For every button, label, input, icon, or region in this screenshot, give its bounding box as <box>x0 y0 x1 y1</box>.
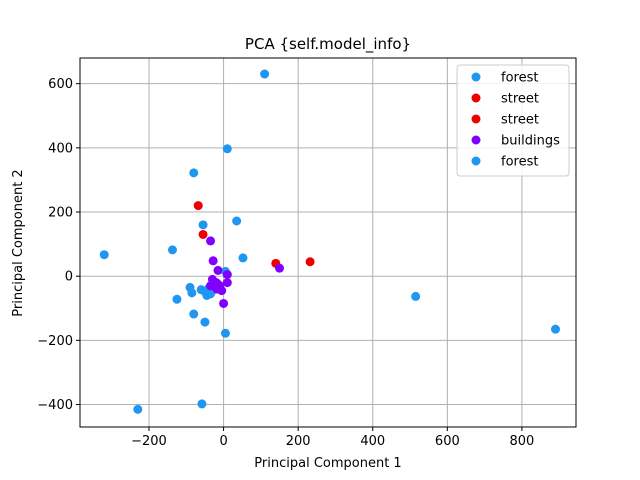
data-point-forest <box>200 317 210 327</box>
data-point-buildings <box>275 263 285 273</box>
data-point-buildings <box>208 256 218 266</box>
legend: forest street street buildings forest <box>456 64 570 177</box>
y-tick-label: 400 <box>48 141 73 156</box>
y-tick-label: 200 <box>48 206 73 221</box>
data-point-buildings <box>219 298 229 308</box>
axis-ticks: −200 0 200 400 600 800 −400 −200 0 200 400 600 <box>37 77 534 449</box>
legend-label: street <box>501 92 539 107</box>
legend-marker <box>471 135 481 145</box>
y-axis-label: Principal Component 2 <box>11 169 26 316</box>
data-point-forest <box>172 294 182 304</box>
data-point-forest <box>189 168 199 178</box>
legend-label: street <box>501 113 539 128</box>
data-point-forest <box>187 288 197 298</box>
data-point-forest <box>238 253 248 263</box>
x-tick-label: −200 <box>131 434 167 449</box>
x-tick-label: 400 <box>360 434 385 449</box>
x-tick-label: 600 <box>435 434 460 449</box>
legend-marker <box>471 156 481 166</box>
y-tick-label: 0 <box>65 270 73 285</box>
data-point-forest <box>222 144 232 154</box>
data-point-forest <box>167 245 177 255</box>
x-axis-label: Principal Component 1 <box>254 456 401 471</box>
data-point-street <box>198 229 208 239</box>
data-point-buildings <box>217 286 227 296</box>
legend-marker <box>471 93 481 103</box>
legend-marker <box>471 114 481 124</box>
data-point-buildings <box>206 281 216 291</box>
data-point-forest <box>133 404 143 414</box>
data-point-forest <box>197 399 207 409</box>
data-point-forest <box>198 220 208 230</box>
data-point-buildings <box>206 236 216 246</box>
data-point-street <box>193 201 203 211</box>
data-point-forest <box>220 328 230 338</box>
data-point-forest <box>411 291 421 301</box>
y-tick-label: −400 <box>37 398 73 413</box>
data-point-forest <box>232 216 242 226</box>
y-tick-label: −200 <box>37 334 73 349</box>
plot-frame <box>79 57 577 428</box>
data-point-forest <box>99 250 109 260</box>
data-points <box>99 69 560 414</box>
legend-box <box>456 64 570 177</box>
data-point-forest <box>189 309 199 319</box>
legend-label: forest <box>501 71 538 86</box>
data-point-forest <box>260 69 270 79</box>
y-tick-label: 600 <box>48 77 73 92</box>
x-tick-label: 200 <box>286 434 311 449</box>
legend-marker <box>471 72 481 82</box>
data-point-buildings <box>222 270 232 280</box>
x-tick-label: 800 <box>510 434 535 449</box>
chart-title: PCA {self.model_info} <box>245 35 411 54</box>
data-point-buildings <box>222 278 232 288</box>
legend-label: buildings <box>501 134 560 149</box>
data-point-buildings <box>213 265 223 275</box>
x-tick-label: 0 <box>219 434 227 449</box>
data-point-forest <box>550 324 560 334</box>
data-point-street <box>305 257 315 267</box>
legend-label: forest <box>501 155 538 170</box>
